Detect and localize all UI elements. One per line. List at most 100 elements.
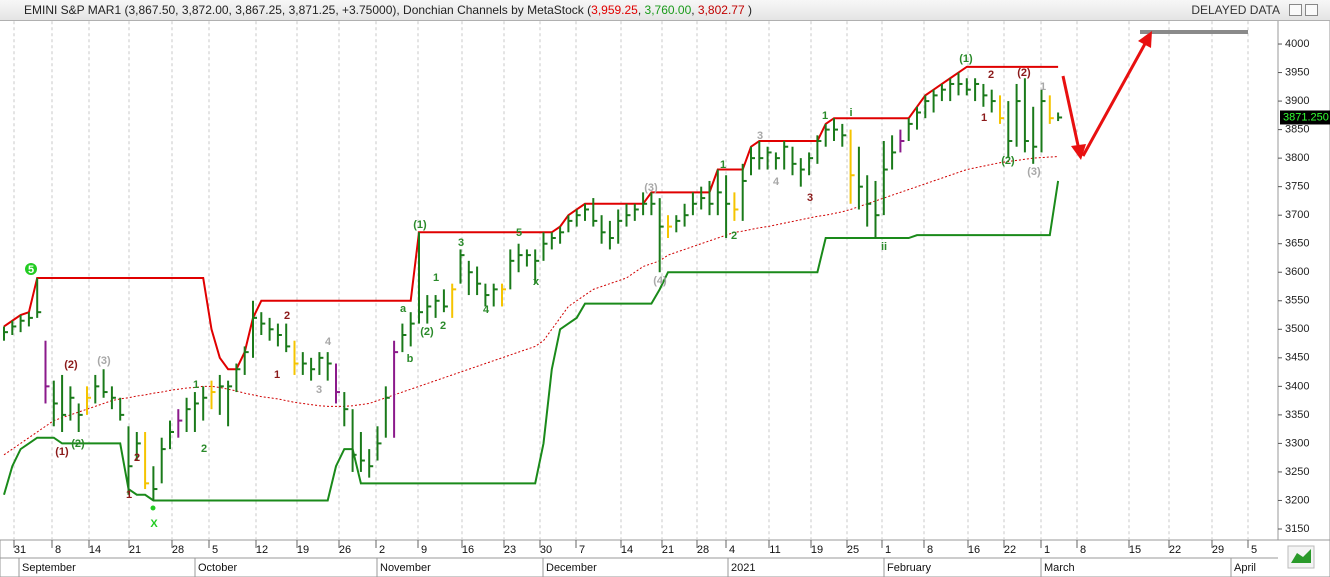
y-tick-label: 3250: [1285, 466, 1309, 478]
day-label: 16: [968, 544, 980, 556]
day-label: 11: [769, 544, 780, 556]
wave-label: (2): [71, 438, 85, 450]
wave-label: (2): [1001, 155, 1015, 167]
y-tick-label: 3300: [1285, 437, 1309, 449]
month-label: February: [887, 562, 932, 574]
day-label: 19: [811, 544, 823, 556]
day-label: 26: [339, 544, 351, 556]
y-tick-label: 3650: [1285, 238, 1309, 250]
day-label: 29: [1212, 544, 1224, 556]
lower-value: 3,760.00: [644, 3, 692, 17]
y-tick-label: 3150: [1285, 523, 1309, 535]
day-label: 28: [172, 544, 184, 556]
wave-label: 1: [720, 159, 726, 171]
indicator-line: [3, 156, 1059, 456]
day-label: 30: [540, 544, 552, 556]
day-label: 14: [89, 544, 101, 556]
month-label: December: [546, 562, 597, 574]
quote-line: EMINI S&P MAR1 (3,867.50, 3,872.00, 3,86…: [24, 0, 752, 20]
indicator-line: [3, 65, 1059, 371]
day-label: 19: [297, 544, 309, 556]
day-label: 31: [14, 544, 26, 556]
y-tick-label: 3200: [1285, 494, 1309, 506]
day-label: 28: [697, 544, 709, 556]
day-label: 7: [579, 544, 585, 556]
plot-area: [0, 20, 1278, 540]
day-label: 1: [1044, 544, 1050, 556]
separator: ,: [691, 3, 698, 17]
wave-label: 5: [516, 227, 522, 239]
status: DELAYED DATA: [1191, 3, 1280, 17]
day-label: 15: [1129, 544, 1141, 556]
wave-label: 2: [201, 443, 207, 455]
separator: ,: [637, 3, 645, 17]
wave-label: a: [400, 303, 407, 315]
wave-label: i: [849, 107, 852, 119]
month-label: September: [22, 562, 76, 574]
y-tick-label: 3450: [1285, 352, 1309, 364]
day-label: 1: [885, 544, 891, 556]
y-tick-label: 3400: [1285, 380, 1309, 392]
wave-marker: [25, 263, 37, 275]
quote: EMINI S&P MAR1 (3,867.50, 3,872.00, 3,86…: [24, 3, 592, 17]
day-label: 22: [1169, 544, 1181, 556]
wave-label: (1): [55, 446, 69, 458]
wave-label: 2: [284, 310, 290, 322]
arrow-head: [1071, 144, 1086, 160]
icon-bull: [1291, 549, 1311, 563]
wave-label: 1: [1040, 81, 1046, 93]
wave-label: 1: [126, 489, 132, 501]
day-label: 8: [927, 544, 933, 556]
wave-label: 3: [807, 192, 813, 204]
wave-label: 1: [433, 272, 439, 284]
y-tick-label: 3600: [1285, 266, 1309, 278]
y-tick-label: 3850: [1285, 124, 1309, 136]
wave-label: (3): [644, 182, 658, 194]
middle-value: 3,802.77: [697, 3, 745, 17]
wave-label: (2): [420, 326, 434, 338]
y-tick-label: 3700: [1285, 209, 1309, 221]
wave-label: x: [533, 276, 540, 288]
month-label: November: [380, 562, 431, 574]
wave-label: 3: [757, 130, 763, 142]
day-label: 12: [256, 544, 268, 556]
wave-label: X: [150, 518, 158, 530]
day-label: 21: [129, 544, 141, 556]
title-bar: EMINI S&P MAR1 (3,867.50, 3,872.00, 3,86…: [0, 0, 1330, 21]
corner-icon: [1287, 545, 1315, 569]
y-tick-label: 3750: [1285, 181, 1309, 193]
y-tick-label: 3900: [1285, 95, 1309, 107]
close-button[interactable]: [1305, 4, 1318, 16]
wave-label: 2: [134, 452, 140, 464]
month-label: 2021: [731, 562, 755, 574]
wave-label: 1: [981, 112, 987, 124]
wave-label: 1: [274, 369, 280, 381]
day-label: 21: [662, 544, 674, 556]
wave-label: 4: [325, 336, 332, 348]
wave-label: ii: [881, 241, 887, 253]
wave-dot: [150, 505, 156, 511]
wave-label: (3): [1027, 166, 1041, 178]
arrow-head: [1138, 31, 1152, 48]
wave-label: (1): [413, 219, 427, 231]
wave-label: (2): [64, 359, 78, 371]
wave-label: 2: [988, 69, 994, 81]
wave-label: 4: [483, 304, 490, 316]
drawing-tools: [1061, 30, 1248, 160]
day-label: 5: [1251, 544, 1257, 556]
arrow-up: [1081, 41, 1148, 157]
wave-label: 1: [193, 379, 199, 391]
day-label: 5: [212, 544, 218, 556]
last-price-box: [1280, 110, 1330, 125]
restore-button[interactable]: [1289, 4, 1302, 16]
upper-value: 3,959.25: [591, 3, 638, 17]
wave-label: 3: [316, 384, 322, 396]
month-label: April: [1234, 562, 1256, 574]
day-label: 8: [1080, 544, 1086, 556]
month-label: October: [198, 562, 237, 574]
y-tick-label: 3500: [1285, 323, 1309, 335]
day-label: 8: [55, 544, 61, 556]
day-label: 23: [504, 544, 516, 556]
day-label: 14: [621, 544, 633, 556]
